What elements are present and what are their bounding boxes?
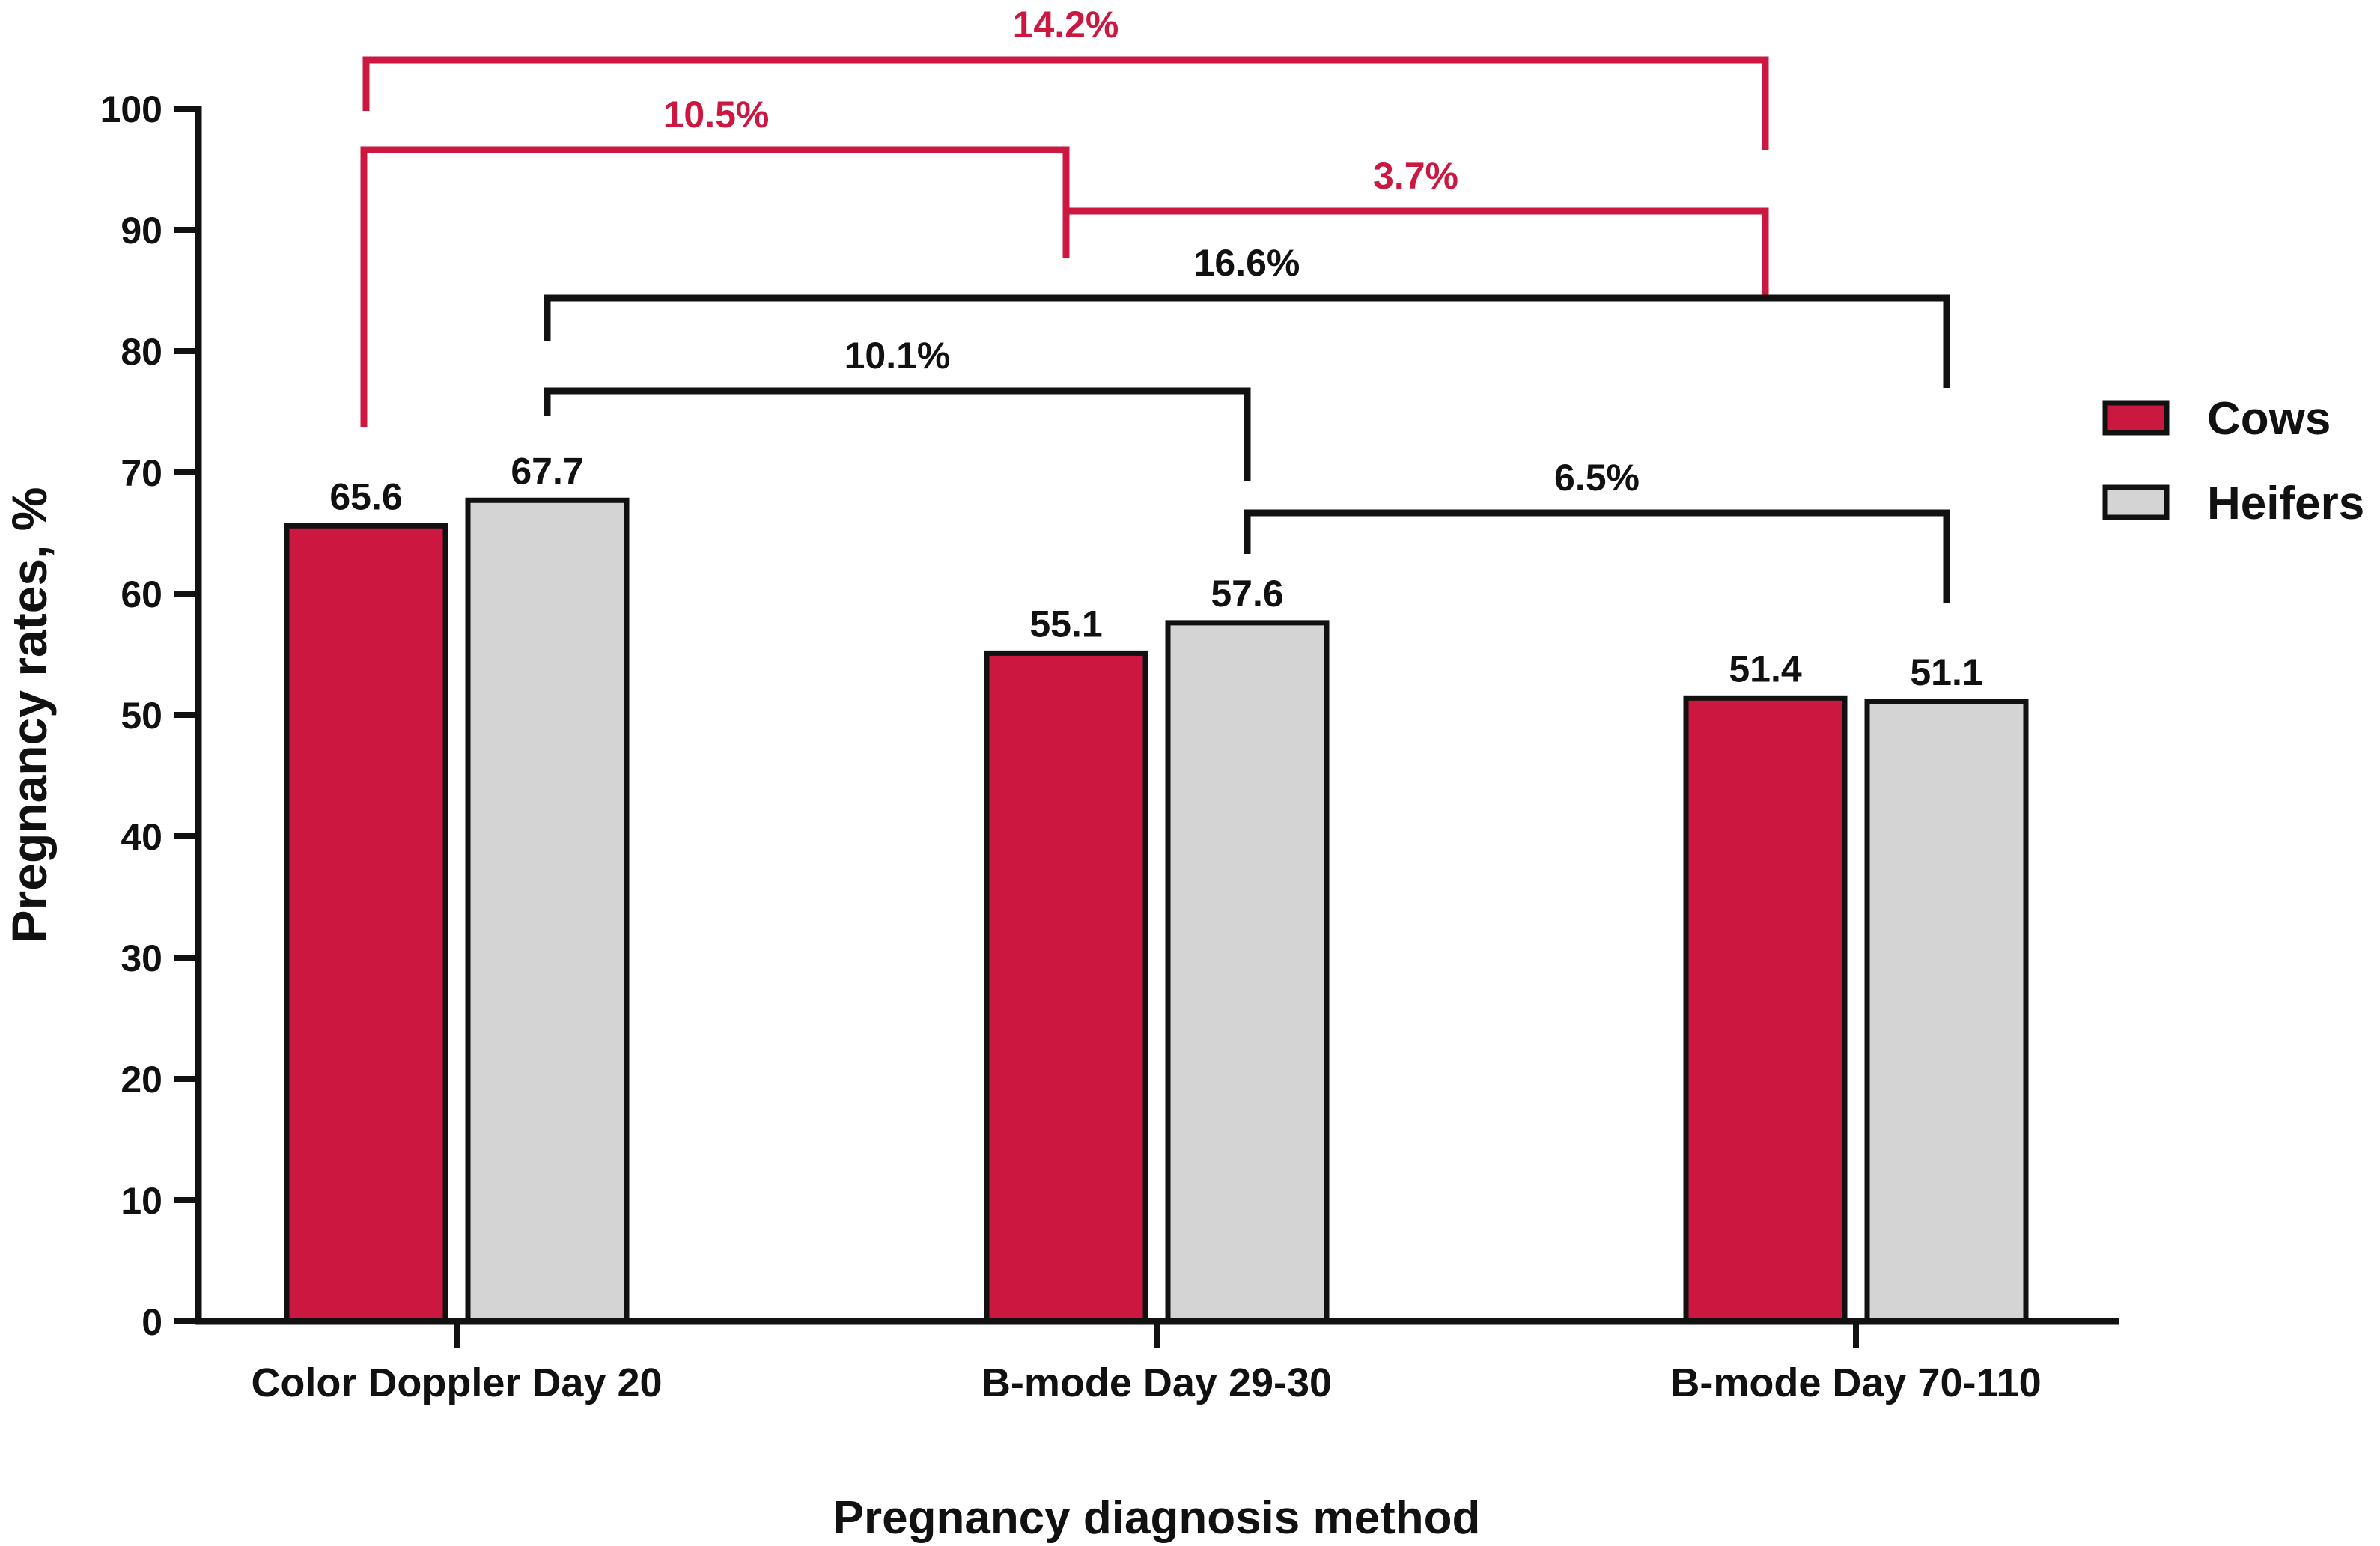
y-tick-label: 90 [121,210,162,252]
comparison-label: 14.2% [1013,4,1119,46]
data-label: 67.7 [511,450,583,492]
y-tick-label: 60 [121,573,162,615]
legend-swatch-heifers [2102,484,2170,520]
comparison-bracket [1062,207,1769,301]
legend-swatch-cows [2102,400,2170,436]
y-tick-label: 30 [121,937,162,979]
comparison-bracket [1244,509,1950,603]
data-label: 55.1 [1029,603,1102,645]
comparison-label: 10.5% [663,94,770,136]
x-axis-title: Pregnancy diagnosis method [833,1492,1481,1544]
comparison-label: 3.7% [1373,155,1458,197]
y-tick-label: 80 [121,331,162,373]
bar-cows-1 [984,650,1148,1324]
bar-heifers-0 [465,497,630,1324]
bar-cows-0 [284,523,448,1324]
comparison-brackets: 14.2% 10.5% 3.7% 16.6% 10.1% 6.5% [360,4,1950,603]
data-label: 57.6 [1211,573,1283,615]
bar-cows-2 [1683,695,1848,1324]
x-tick-label: B-mode Day 29-30 [981,1360,1332,1405]
data-label: 51.1 [1910,651,1982,693]
bar-heifers-1 [1165,620,1330,1324]
legend-label-heifers: Heifers [2207,478,2364,529]
y-tick-label: 20 [121,1059,162,1101]
y-tick-label: 40 [121,816,162,858]
comparison-label: 10.1% [844,335,951,377]
bar-heifers-2 [1864,699,2029,1324]
comparison-label: 16.6% [1194,242,1300,284]
axes: 0 10 20 30 40 50 60 70 80 90 100 Color Doppler Day … [100,88,2119,1405]
data-label: 51.4 [1729,648,1802,690]
data-label: 65.6 [329,475,402,517]
x-tick-label: B-mode Day 70-110 [1670,1360,2041,1405]
legend: Cows Heifers [2102,393,2364,529]
y-tick-label: 70 [121,452,162,494]
comparison-label: 6.5% [1554,457,1640,499]
x-tick-label: Color Doppler Day 20 [251,1360,662,1405]
comparison-bracket [360,146,1070,427]
y-tick-label: 50 [121,695,162,737]
y-tick-label: 10 [121,1180,162,1222]
legend-label-cows: Cows [2207,393,2331,445]
y-tick-label: 0 [141,1301,162,1343]
comparison-bracket [362,56,1769,150]
y-tick-label: 100 [100,88,162,130]
comparison-bracket [544,387,1251,481]
bars: 65.6 55.1 51.4 67.7 57.6 51.1 [284,450,2029,1324]
y-axis-title: Pregnancy rates, % [1,487,57,943]
comparison-bracket [544,294,1950,388]
